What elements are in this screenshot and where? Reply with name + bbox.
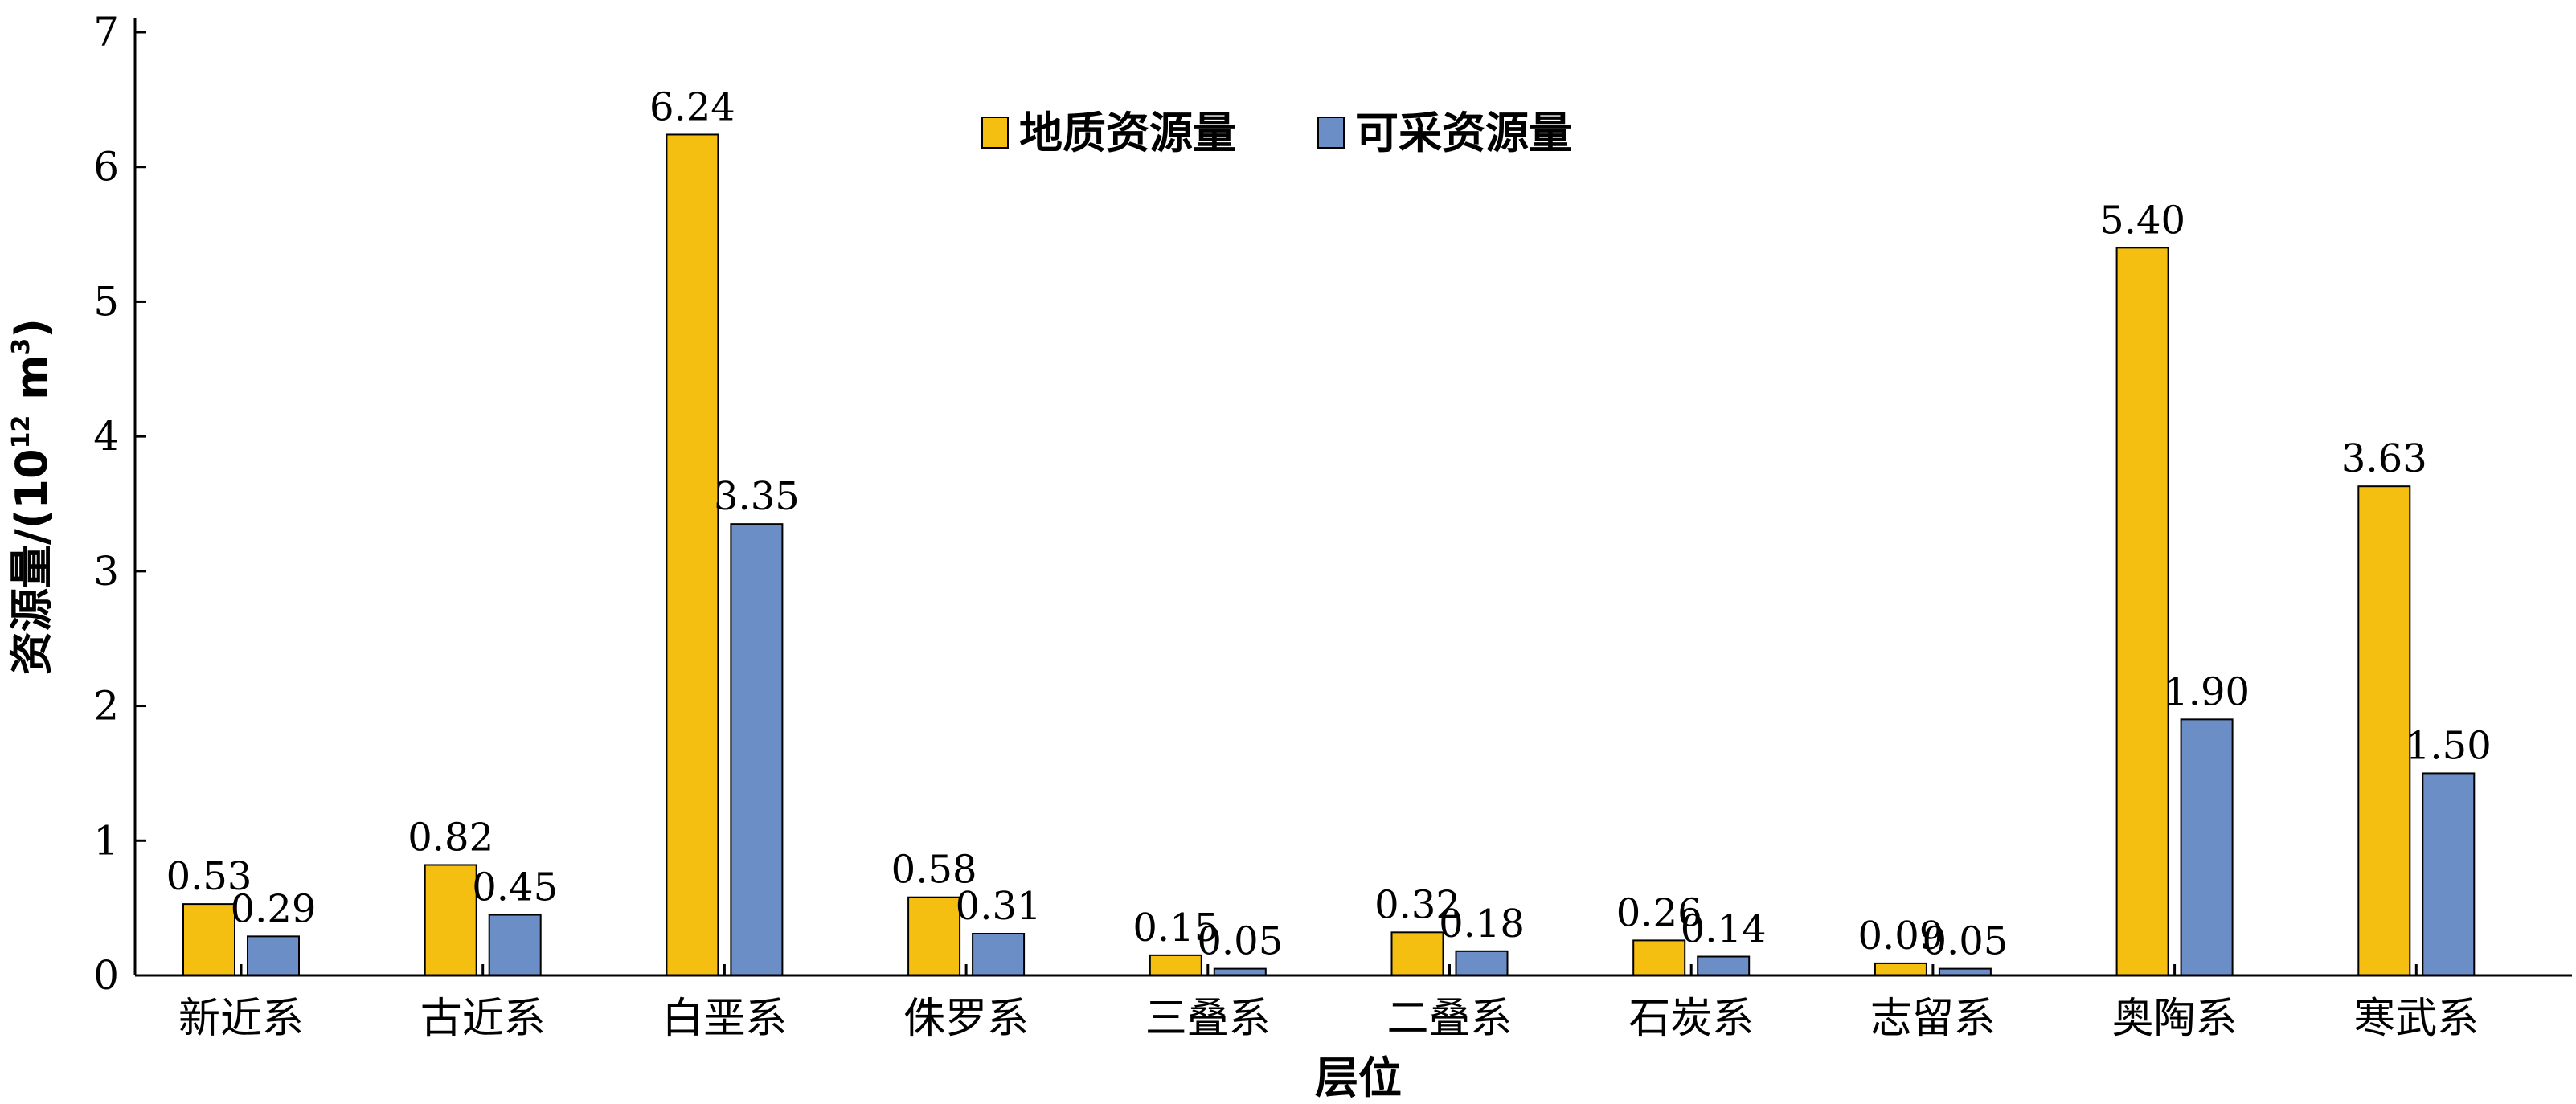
data-label-geologic: 0.82 (407, 815, 493, 860)
bar-geologic (424, 864, 477, 976)
bar-geologic (1149, 954, 1202, 977)
y-tick-label: 0 (93, 952, 119, 999)
bar-recoverable (2180, 718, 2234, 976)
y-tick-label: 1 (93, 817, 119, 864)
bar-geologic (1632, 939, 1686, 976)
data-label-recoverable: 0.14 (1681, 907, 1767, 952)
data-label-recoverable: 3.35 (714, 474, 800, 519)
x-axis-title: 层位 (1315, 1053, 1402, 1103)
data-label-geologic: 3.63 (2341, 436, 2427, 481)
x-tick-label: 白垩系 (661, 995, 787, 1043)
legend-swatch-geologic (981, 117, 1009, 149)
data-label-recoverable: 0.05 (1922, 919, 2008, 964)
bar-recoverable (247, 935, 300, 977)
y-tick-label: 3 (93, 548, 119, 595)
bar-geologic (182, 903, 235, 977)
x-tick-label: 奥陶系 (2112, 995, 2238, 1043)
data-label-geologic: 6.24 (649, 84, 735, 129)
y-tick-label: 7 (93, 9, 119, 55)
y-axis-title: 资源量/(1012 m3) (6, 318, 57, 675)
legend-label-recoverable: 可采资源量 (1355, 108, 1572, 158)
legend-label-geologic: 地质资源量 (1019, 108, 1236, 158)
x-tick-label: 寒武系 (2353, 995, 2479, 1043)
bar-geologic (2357, 485, 2411, 976)
bar-geologic (1874, 962, 1927, 977)
legend-swatch-recoverable (1317, 117, 1345, 149)
bar-recoverable (488, 914, 542, 976)
data-label-geologic: 5.40 (2099, 198, 2185, 243)
data-label-geologic: 0.53 (166, 854, 252, 899)
y-tick-label: 5 (93, 278, 119, 325)
data-label-recoverable: 0.29 (231, 886, 317, 931)
data-label-recoverable: 0.45 (472, 865, 558, 910)
data-label-recoverable: 1.90 (2164, 669, 2250, 714)
y-tick-label: 2 (93, 683, 119, 730)
bar-recoverable (730, 523, 784, 976)
bar-geologic (907, 896, 961, 976)
data-label-geologic: 0.26 (1616, 890, 1702, 935)
data-label-recoverable: 1.50 (2406, 723, 2492, 768)
x-tick-label: 侏罗系 (903, 995, 1029, 1043)
legend: 地质资源量 可采资源量 (981, 108, 1572, 158)
data-label-recoverable: 0.05 (1197, 919, 1283, 964)
x-tick-label: 志留系 (1870, 995, 1996, 1043)
data-label-geologic: 0.09 (1857, 914, 1943, 959)
x-tick-label: 古近系 (420, 995, 546, 1043)
data-label-geologic: 0.58 (891, 848, 977, 893)
data-label-geologic: 0.32 (1374, 882, 1460, 927)
bar-recoverable (972, 933, 1026, 976)
bar-geologic (2115, 247, 2169, 977)
x-tick-label: 新近系 (178, 995, 304, 1043)
x-tick-label: 三叠系 (1145, 995, 1271, 1043)
data-label-recoverable: 0.18 (1439, 902, 1525, 947)
data-label-recoverable: 0.31 (956, 884, 1042, 929)
bar-recoverable (2422, 772, 2476, 977)
bar-recoverable (1697, 955, 1751, 977)
plot-area: 0 1 2 3 4 5 6 7 0.530.29 新近系 0.82 0.45 古近系 6.24 3.35 白垩… (93, 9, 2492, 1043)
x-tick-label: 石炭系 (1628, 995, 1754, 1043)
bar-geologic (666, 133, 719, 976)
x-tick-label: 二叠系 (1386, 995, 1512, 1043)
bar-recoverable (1455, 950, 1509, 976)
y-tick-label: 6 (93, 144, 119, 190)
y-tick-label: 4 (93, 413, 119, 460)
bar-geologic (1390, 931, 1444, 976)
data-label-geologic: 0.15 (1132, 906, 1218, 951)
